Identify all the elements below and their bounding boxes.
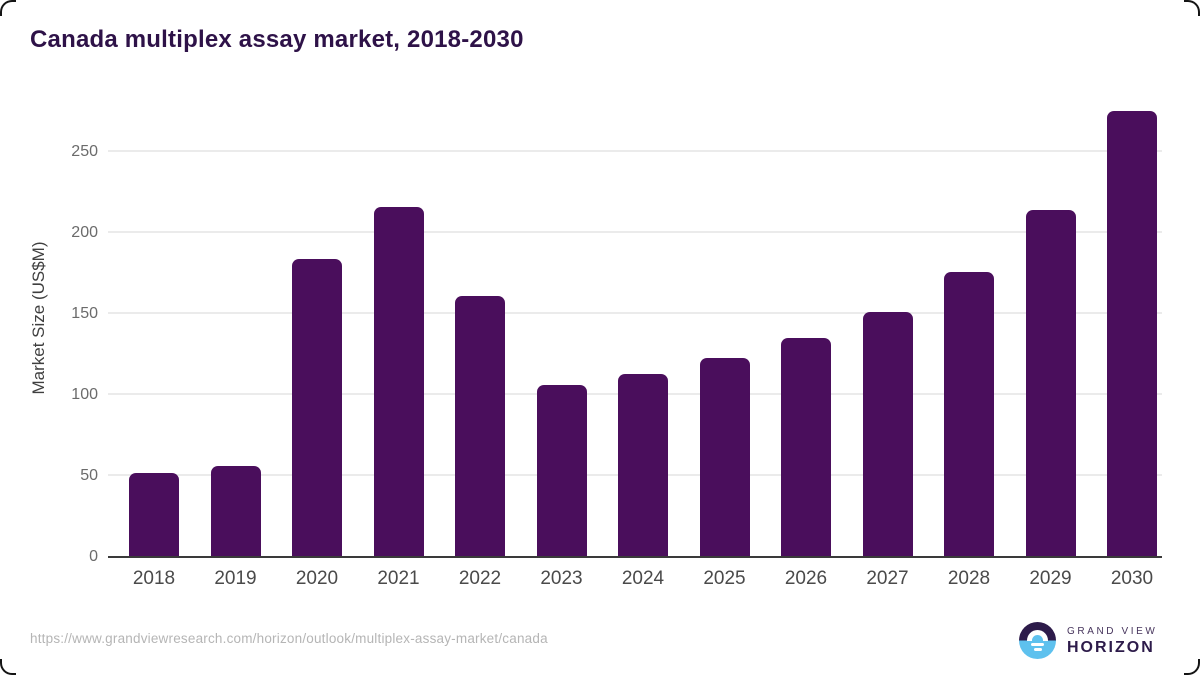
x-tick-label: 2027	[866, 568, 909, 589]
plot-area	[108, 100, 1162, 558]
card-corner	[1184, 0, 1200, 16]
x-tick-label: 2024	[621, 568, 665, 589]
bar-2030[interactable]	[1107, 111, 1157, 557]
y-tick-label: 100	[71, 385, 98, 403]
brand-logo: GRAND VIEW HORIZON	[1019, 622, 1159, 660]
bar-2029[interactable]	[1025, 210, 1076, 557]
y-tick-label: 50	[80, 466, 98, 484]
bar-2021[interactable]	[373, 206, 424, 557]
bar-2027[interactable]	[862, 312, 913, 557]
bar-2020[interactable]	[292, 258, 342, 557]
x-tick-label: 2020	[295, 568, 339, 589]
sunrise-horizon-icon	[1019, 622, 1056, 659]
card-corner	[1184, 659, 1200, 675]
bar-2026[interactable]	[781, 338, 831, 557]
bar-2025[interactable]	[699, 357, 750, 557]
x-tick-label: 2028	[947, 568, 991, 589]
y-tick-label: 0	[89, 548, 98, 565]
x-tick-label: 2030	[1110, 568, 1154, 589]
bar-2024[interactable]	[618, 373, 668, 557]
x-tick-label: 2029	[1029, 568, 1072, 589]
bar-2019[interactable]	[210, 466, 261, 557]
y-axis-ticks: 0 50 100 150 200 250	[28, 100, 98, 565]
logo-horizon-label: HORIZON	[1067, 639, 1155, 656]
y-tick-label: 250	[71, 142, 98, 160]
logo-text: GRAND VIEW HORIZON	[1067, 626, 1157, 657]
sun-core-shape	[1032, 635, 1043, 641]
card-corner	[0, 659, 16, 675]
bar-2018[interactable]	[129, 472, 179, 557]
water-reflection-shape	[1033, 647, 1042, 651]
y-tick-label: 200	[71, 223, 98, 241]
x-tick-label: 2022	[458, 568, 502, 589]
x-tick-label: 2023	[540, 568, 583, 589]
x-axis-labels: 2018 2019 2020 2021 2022 2023 2024 2025 2026 2027…	[110, 568, 1162, 594]
x-tick-label: 2018	[132, 568, 176, 589]
bar-2023[interactable]	[536, 385, 587, 557]
gridline	[108, 311, 1162, 314]
bar-2028[interactable]	[944, 271, 994, 557]
water-reflection-shape	[1031, 642, 1044, 646]
x-tick-label: 2025	[703, 568, 746, 589]
y-tick-label: 150	[71, 304, 98, 322]
logo-grand-view-label: GRAND VIEW	[1067, 626, 1158, 637]
x-tick-label: 2019	[214, 568, 257, 589]
gridline	[108, 230, 1162, 233]
bar-2022[interactable]	[455, 296, 505, 557]
source-url: https://www.grandviewresearch.com/horizo…	[30, 631, 548, 646]
card-corner	[0, 0, 16, 16]
x-tick-label: 2026	[784, 568, 828, 589]
x-tick-label: 2021	[377, 568, 420, 589]
chart-title: Canada multiplex assay market, 2018-2030	[30, 26, 524, 53]
gridline	[108, 149, 1162, 152]
x-axis-line	[108, 556, 1162, 558]
